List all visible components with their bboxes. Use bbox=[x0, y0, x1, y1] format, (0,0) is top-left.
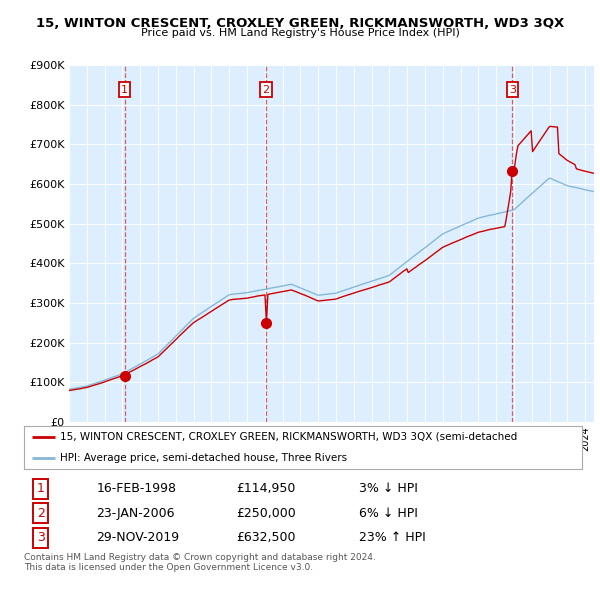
Text: 3: 3 bbox=[37, 531, 44, 544]
Text: 3% ↓ HPI: 3% ↓ HPI bbox=[359, 482, 418, 495]
Text: 2: 2 bbox=[262, 85, 269, 95]
Text: Contains HM Land Registry data © Crown copyright and database right 2024.
This d: Contains HM Land Registry data © Crown c… bbox=[24, 553, 376, 572]
Text: Price paid vs. HM Land Registry's House Price Index (HPI): Price paid vs. HM Land Registry's House … bbox=[140, 28, 460, 38]
Text: 29-NOV-2019: 29-NOV-2019 bbox=[97, 531, 179, 544]
Text: 16-FEB-1998: 16-FEB-1998 bbox=[97, 482, 176, 495]
Text: 15, WINTON CRESCENT, CROXLEY GREEN, RICKMANSWORTH, WD3 3QX (semi-detached: 15, WINTON CRESCENT, CROXLEY GREEN, RICK… bbox=[60, 432, 518, 442]
Text: 15, WINTON CRESCENT, CROXLEY GREEN, RICKMANSWORTH, WD3 3QX: 15, WINTON CRESCENT, CROXLEY GREEN, RICK… bbox=[36, 17, 564, 30]
Text: £250,000: £250,000 bbox=[236, 507, 296, 520]
Text: £632,500: £632,500 bbox=[236, 531, 296, 544]
Text: 6% ↓ HPI: 6% ↓ HPI bbox=[359, 507, 418, 520]
Text: 23% ↑ HPI: 23% ↑ HPI bbox=[359, 531, 425, 544]
Text: 3: 3 bbox=[509, 85, 516, 95]
Text: HPI: Average price, semi-detached house, Three Rivers: HPI: Average price, semi-detached house,… bbox=[60, 453, 347, 463]
Text: £114,950: £114,950 bbox=[236, 482, 295, 495]
Text: 1: 1 bbox=[37, 482, 44, 495]
Text: 1: 1 bbox=[121, 85, 128, 95]
Text: 23-JAN-2006: 23-JAN-2006 bbox=[97, 507, 175, 520]
Text: 2: 2 bbox=[37, 507, 44, 520]
